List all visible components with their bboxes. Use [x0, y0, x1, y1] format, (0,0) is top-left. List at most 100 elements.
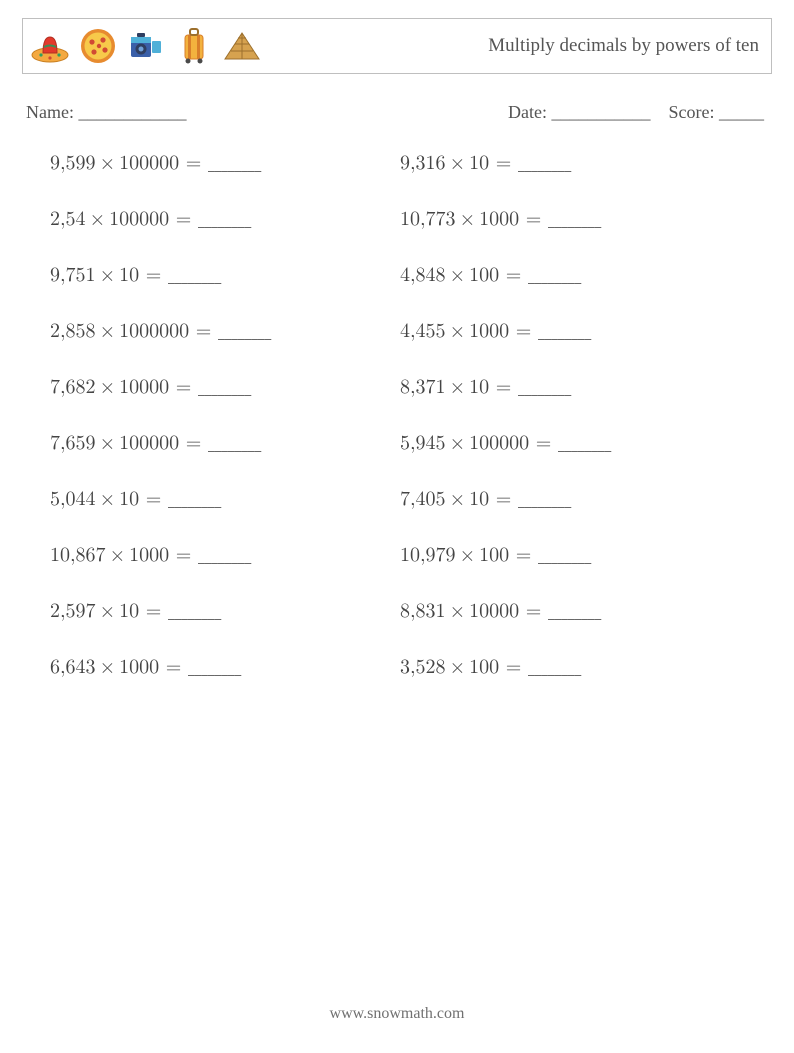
problems-grid: 9,599×100000 = ________9,316×10 = ______… — [22, 151, 772, 679]
operand-b: 100000 — [119, 153, 179, 173]
equals: = — [139, 265, 168, 285]
answer-blank: ________ — [548, 209, 601, 229]
times-symbol: × — [96, 153, 120, 173]
operand-b: 100000 — [109, 209, 169, 229]
operand-b: 10000 — [119, 377, 169, 397]
problem: 3,528×100 = ________ — [400, 655, 740, 679]
operand-b: 100000 — [119, 433, 179, 453]
luggage-icon — [173, 25, 215, 67]
answer-blank: ________ — [518, 489, 571, 509]
operand-b: 10 — [469, 489, 489, 509]
operand-b: 100000 — [469, 433, 529, 453]
operand-a: 9,316 — [400, 153, 446, 173]
problem: 8,371×10 = ________ — [400, 375, 740, 399]
operand-a: 4,455 — [400, 321, 446, 341]
answer-blank: ________ — [208, 433, 261, 453]
sombrero-icon — [29, 25, 71, 67]
problem: 4,455×1000 = ________ — [400, 319, 740, 343]
operand-b: 10 — [469, 377, 489, 397]
times-symbol: × — [446, 657, 470, 677]
problem: 8,831×10000 = ________ — [400, 599, 740, 623]
operand-b: 10000 — [469, 601, 519, 621]
times-symbol: × — [446, 377, 470, 397]
equals: = — [169, 209, 198, 229]
times-symbol: × — [96, 321, 120, 341]
times-symbol: × — [446, 433, 470, 453]
answer-blank: ________ — [198, 545, 251, 565]
equals: = — [519, 601, 548, 621]
camera-icon — [125, 25, 167, 67]
operand-b: 10 — [119, 265, 139, 285]
worksheet-page: Multiply decimals by powers of ten Name:… — [0, 0, 794, 1053]
operand-b: 100 — [479, 545, 509, 565]
times-symbol: × — [456, 545, 480, 565]
times-symbol: × — [96, 601, 120, 621]
operand-a: 5,945 — [400, 433, 446, 453]
operand-b: 100 — [469, 657, 499, 677]
operand-a: 6,643 — [50, 657, 96, 677]
operand-a: 10,979 — [400, 545, 456, 565]
operand-a: 2,597 — [50, 601, 96, 621]
operand-a: 10,867 — [50, 545, 106, 565]
problem: 2,858×1000000 = ________ — [50, 319, 390, 343]
answer-blank: ________ — [168, 601, 221, 621]
answer-blank: ________ — [198, 377, 251, 397]
times-symbol: × — [96, 433, 120, 453]
equals: = — [529, 433, 558, 453]
times-symbol: × — [446, 321, 470, 341]
problem: 7,405×10 = ________ — [400, 487, 740, 511]
times-symbol: × — [106, 545, 130, 565]
answer-blank: ________ — [208, 153, 261, 173]
operand-b: 10 — [469, 153, 489, 173]
times-symbol: × — [96, 489, 120, 509]
operand-b: 10 — [119, 489, 139, 509]
answer-blank: ________ — [548, 601, 601, 621]
date-field: Date: ___________ — [508, 102, 650, 123]
times-symbol: × — [96, 657, 120, 677]
worksheet-title: Multiply decimals by powers of ten — [488, 35, 759, 57]
times-symbol: × — [86, 209, 110, 229]
header-icons — [29, 25, 263, 67]
problem: 5,044×10 = ________ — [50, 487, 390, 511]
answer-blank: ________ — [538, 321, 591, 341]
problem: 2,54×100000 = ________ — [50, 207, 390, 231]
operand-b: 1000 — [119, 657, 159, 677]
operand-a: 9,599 — [50, 153, 96, 173]
equals: = — [139, 489, 168, 509]
answer-blank: ________ — [218, 321, 271, 341]
answer-blank: ________ — [518, 377, 571, 397]
pizza-icon — [77, 25, 119, 67]
operand-a: 8,831 — [400, 601, 446, 621]
equals: = — [189, 321, 218, 341]
answer-blank: ________ — [558, 433, 611, 453]
equals: = — [509, 545, 538, 565]
operand-b: 1000 — [479, 209, 519, 229]
times-symbol: × — [446, 265, 470, 285]
problem: 7,659×100000 = ________ — [50, 431, 390, 455]
equals: = — [499, 265, 528, 285]
problem: 9,599×100000 = ________ — [50, 151, 390, 175]
operand-a: 9,751 — [50, 265, 96, 285]
answer-blank: ________ — [518, 153, 571, 173]
problem: 2,597×10 = ________ — [50, 599, 390, 623]
score-field: Score: _____ — [669, 102, 764, 123]
problem: 4,848×100 = ________ — [400, 263, 740, 287]
equals: = — [489, 489, 518, 509]
times-symbol: × — [456, 209, 480, 229]
operand-a: 3,528 — [400, 657, 446, 677]
problem: 6,643×1000 = ________ — [50, 655, 390, 679]
answer-blank: ________ — [528, 657, 581, 677]
operand-b: 1000 — [129, 545, 169, 565]
times-symbol: × — [96, 377, 120, 397]
equals: = — [489, 377, 518, 397]
operand-a: 7,682 — [50, 377, 96, 397]
equals: = — [519, 209, 548, 229]
equals: = — [169, 377, 198, 397]
answer-blank: ________ — [168, 265, 221, 285]
equals: = — [179, 153, 208, 173]
problem: 9,316×10 = ________ — [400, 151, 740, 175]
operand-a: 5,044 — [50, 489, 96, 509]
answer-blank: ________ — [198, 209, 251, 229]
answer-blank: ________ — [168, 489, 221, 509]
operand-a: 2,858 — [50, 321, 96, 341]
